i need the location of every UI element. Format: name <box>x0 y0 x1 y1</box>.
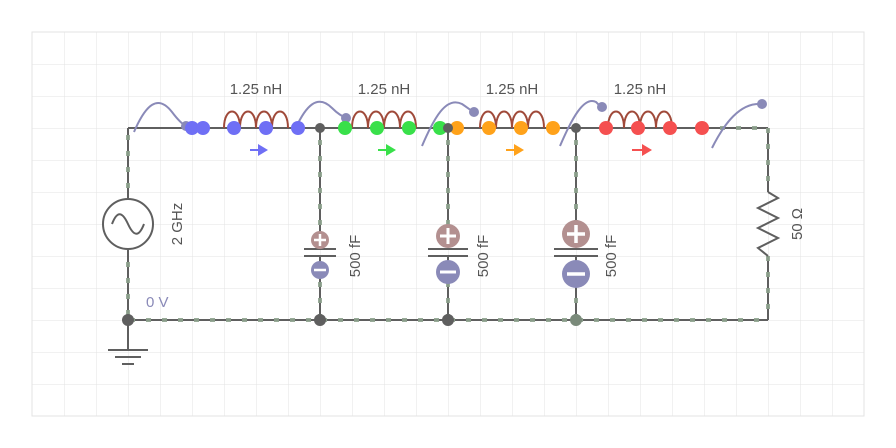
charge-dot <box>259 121 273 135</box>
junction-nodes[interactable] <box>122 123 582 326</box>
charge-dot <box>695 121 709 135</box>
capacitor[interactable] <box>428 224 468 284</box>
charge-dot <box>514 121 528 135</box>
charge-dot <box>370 121 384 135</box>
inductor-label: 1.25 nH <box>230 81 283 98</box>
current-arrows <box>250 144 652 156</box>
charge-dot <box>185 121 199 135</box>
charge-dot <box>482 121 496 135</box>
sine-wave-icon <box>111 213 145 235</box>
inductor-label: 1.25 nH <box>614 81 667 98</box>
current-direction-arrow-icon <box>378 144 396 156</box>
inductor-label: 1.25 nH <box>358 81 411 98</box>
resistor-label: 50 Ω <box>789 208 806 240</box>
charge-dot <box>450 121 464 135</box>
inductor[interactable] <box>223 110 289 129</box>
charge-dot <box>338 121 352 135</box>
source-frequency-label: 2 GHz <box>169 203 186 246</box>
ground-icon[interactable] <box>108 349 148 365</box>
inductor-label: 1.25 nH <box>486 81 539 98</box>
charge-dot <box>291 121 305 135</box>
ac-source[interactable]: 2 GHz 0 V <box>102 198 186 311</box>
charge-dot <box>631 121 645 135</box>
current-dots <box>126 126 770 322</box>
ground-voltage-label: 0 V <box>146 294 169 311</box>
capacitor-label: 500 fF <box>603 235 620 278</box>
charge-dots <box>185 121 709 135</box>
charge-dot <box>402 121 416 135</box>
charge-dot <box>227 121 241 135</box>
charge-dot <box>663 121 677 135</box>
charge-dot <box>433 121 447 135</box>
resistor[interactable] <box>755 191 781 257</box>
capacitor-label: 500 fF <box>475 235 492 278</box>
inductor[interactable] <box>479 110 545 129</box>
capacitor[interactable] <box>304 231 336 279</box>
charge-dot <box>196 121 210 135</box>
current-direction-arrow-icon <box>632 144 652 156</box>
current-direction-arrow-icon <box>506 144 524 156</box>
charge-dot <box>599 121 613 135</box>
current-direction-arrow-icon <box>250 144 268 156</box>
capacitor[interactable] <box>554 220 598 288</box>
charge-dot <box>546 121 560 135</box>
capacitor-label: 500 fF <box>347 235 364 278</box>
